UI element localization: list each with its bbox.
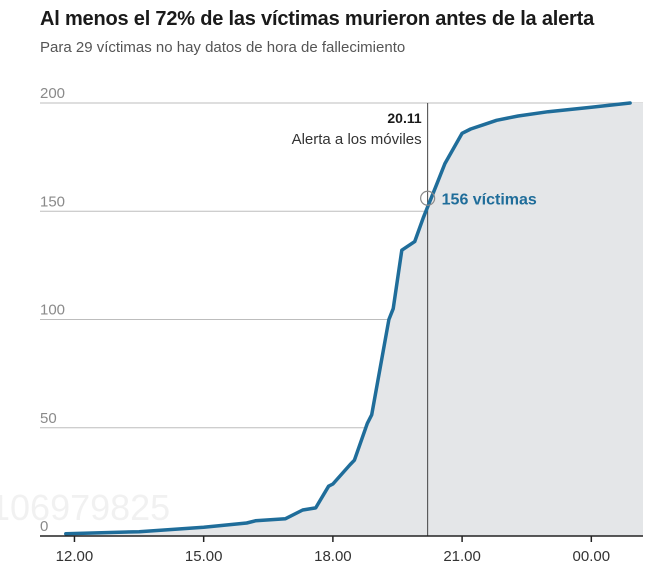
chart-subtitle: Para 29 víctimas no hay datos de hora de… bbox=[40, 39, 406, 56]
series-layer bbox=[64, 101, 632, 536]
series-line bbox=[64, 101, 632, 536]
y-tick-label: 50 bbox=[40, 410, 57, 427]
area-layer bbox=[65, 103, 644, 536]
watermark-text: 106979825 bbox=[0, 487, 170, 528]
y-tick-label: 150 bbox=[40, 193, 65, 210]
x-tick-label: 21.00 bbox=[443, 548, 481, 565]
alert-point-marker bbox=[420, 190, 436, 206]
x-tick-label: 18.00 bbox=[314, 548, 352, 565]
y-tick-label: 100 bbox=[40, 302, 65, 319]
series-area bbox=[65, 103, 644, 536]
alert-description-label: Alerta a los móviles bbox=[292, 131, 422, 148]
annotations: 20.11 Alerta a los móviles 156 víctimas bbox=[292, 110, 537, 208]
x-tick-label: 00.00 bbox=[573, 548, 611, 565]
y-tick-label: 200 bbox=[40, 85, 65, 102]
chart-title: Al menos el 72% de las víctimas murieron… bbox=[40, 8, 595, 30]
y-tick-label: 0 bbox=[40, 518, 48, 535]
alert-time-label: 20.11 bbox=[387, 110, 421, 126]
x-tick-label: 15.00 bbox=[185, 548, 223, 565]
gridlines: 0 50 100 150 200 bbox=[40, 85, 643, 535]
x-tick-label: 12.00 bbox=[56, 548, 94, 565]
axes: 12.00 15.00 18.00 21.00 00.00 bbox=[40, 535, 643, 565]
alert-value-label: 156 víctimas bbox=[442, 191, 537, 208]
